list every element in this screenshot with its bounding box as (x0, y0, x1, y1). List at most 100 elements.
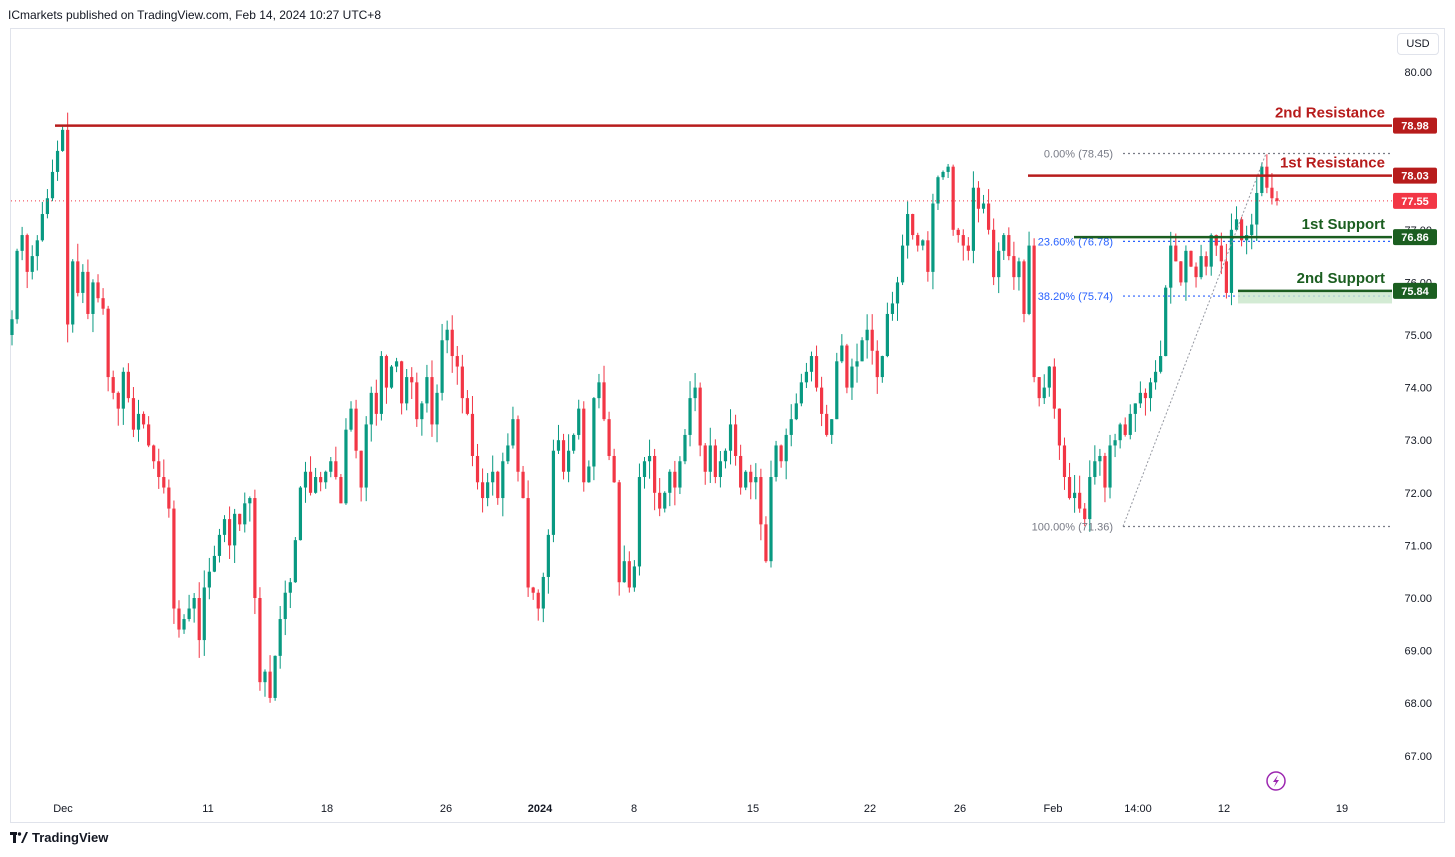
x-tick-label: 12 (1218, 803, 1230, 815)
candle-body (147, 424, 151, 446)
candle-body (931, 203, 935, 272)
candle-body (870, 329, 874, 351)
level-label: 2nd Support (1297, 270, 1385, 287)
candle-body (951, 166, 955, 230)
candle-body (521, 471, 525, 499)
x-tick-label: Dec (53, 803, 73, 815)
candle-body (764, 524, 768, 562)
candle-body (1078, 492, 1082, 509)
price-badge (1393, 117, 1437, 134)
candle-body (76, 261, 80, 293)
candle-body (465, 398, 469, 414)
candle-body (339, 477, 343, 504)
price-badge-label: 76.86 (1401, 232, 1429, 244)
candle-body (131, 398, 136, 430)
candle-body (1159, 356, 1163, 372)
candle-body (526, 498, 530, 588)
candle-body (814, 356, 819, 388)
candle-body (238, 513, 242, 525)
candle-body (1189, 250, 1193, 267)
candle-body (855, 361, 859, 367)
candle-body (359, 450, 363, 488)
candle-body (389, 366, 394, 388)
currency-button[interactable]: USD (1397, 33, 1439, 55)
tradingview-footer[interactable]: TradingView (10, 830, 108, 845)
candle-body (668, 471, 672, 493)
candle-body (840, 345, 844, 362)
price-badge-label: 78.03 (1401, 171, 1429, 183)
candle-body (1224, 261, 1228, 293)
candle-body (1214, 235, 1218, 246)
candle-body (233, 513, 237, 546)
candle-body (364, 424, 368, 488)
candle-body (865, 329, 869, 341)
candle-body (804, 371, 809, 383)
candle-body (779, 445, 783, 462)
candle-body (177, 608, 181, 630)
candle-body (50, 171, 55, 199)
candle-body (420, 403, 424, 420)
candle-body (875, 350, 879, 378)
candle-body (253, 498, 257, 598)
candle-body (329, 461, 333, 472)
candle-body (713, 445, 717, 478)
candle-body (708, 445, 712, 472)
candle-body (850, 366, 854, 388)
candle-body (561, 440, 566, 472)
candle-body (703, 445, 707, 472)
candle-body (293, 540, 297, 583)
candle-body (45, 198, 50, 215)
candle-body (1118, 424, 1122, 441)
candle-body (202, 587, 206, 641)
candle-body (546, 534, 550, 577)
candle-body (997, 250, 1001, 278)
y-tick-label: 71.00 (1404, 540, 1432, 552)
candle-body (577, 408, 581, 435)
candle-body (956, 229, 960, 236)
level-label: 2nd Resistance (1275, 105, 1385, 122)
candle-body (637, 477, 642, 567)
candle-body (966, 245, 970, 251)
candle-body (450, 329, 454, 357)
candle-body (1037, 377, 1041, 399)
candle-body (1002, 235, 1006, 251)
candle-body (222, 519, 227, 535)
candle-body (911, 214, 915, 236)
candle-body (986, 203, 991, 230)
candle-body (1270, 187, 1274, 199)
tradingview-logo-icon (10, 831, 28, 844)
candle-body (1083, 508, 1087, 520)
candle-body (1204, 256, 1208, 267)
y-tick-label: 80.00 (1404, 67, 1432, 79)
candle-body (1067, 477, 1072, 499)
candle-body (273, 655, 277, 698)
candle-body (405, 377, 409, 404)
candle-body (25, 235, 29, 272)
lightning-icon[interactable] (1266, 771, 1286, 791)
candle-body (642, 461, 647, 478)
candle-body (506, 445, 510, 462)
candle-body (384, 356, 389, 388)
candle-body (101, 298, 105, 309)
last-price-badge-label: 77.55 (1401, 196, 1429, 208)
candle-body (415, 382, 419, 420)
candle-body (1052, 366, 1056, 409)
candle-body (258, 598, 262, 683)
candle-body (1032, 245, 1036, 378)
y-tick-label: 70.00 (1404, 593, 1432, 605)
candle-body (157, 461, 161, 478)
candle-body (1164, 287, 1168, 357)
tradingview-brand: TradingView (32, 830, 109, 845)
x-tick-label: 8 (631, 803, 637, 815)
candle-body (981, 203, 986, 209)
candle-body (1239, 219, 1244, 241)
candle-body (941, 171, 945, 178)
candle-body (622, 561, 626, 583)
candle-body (1047, 366, 1051, 388)
candle-body (35, 240, 39, 257)
level-label: 1st Resistance (1280, 155, 1385, 172)
candle-body (1128, 413, 1132, 435)
candle-body (15, 250, 19, 320)
candle-body (749, 471, 753, 483)
